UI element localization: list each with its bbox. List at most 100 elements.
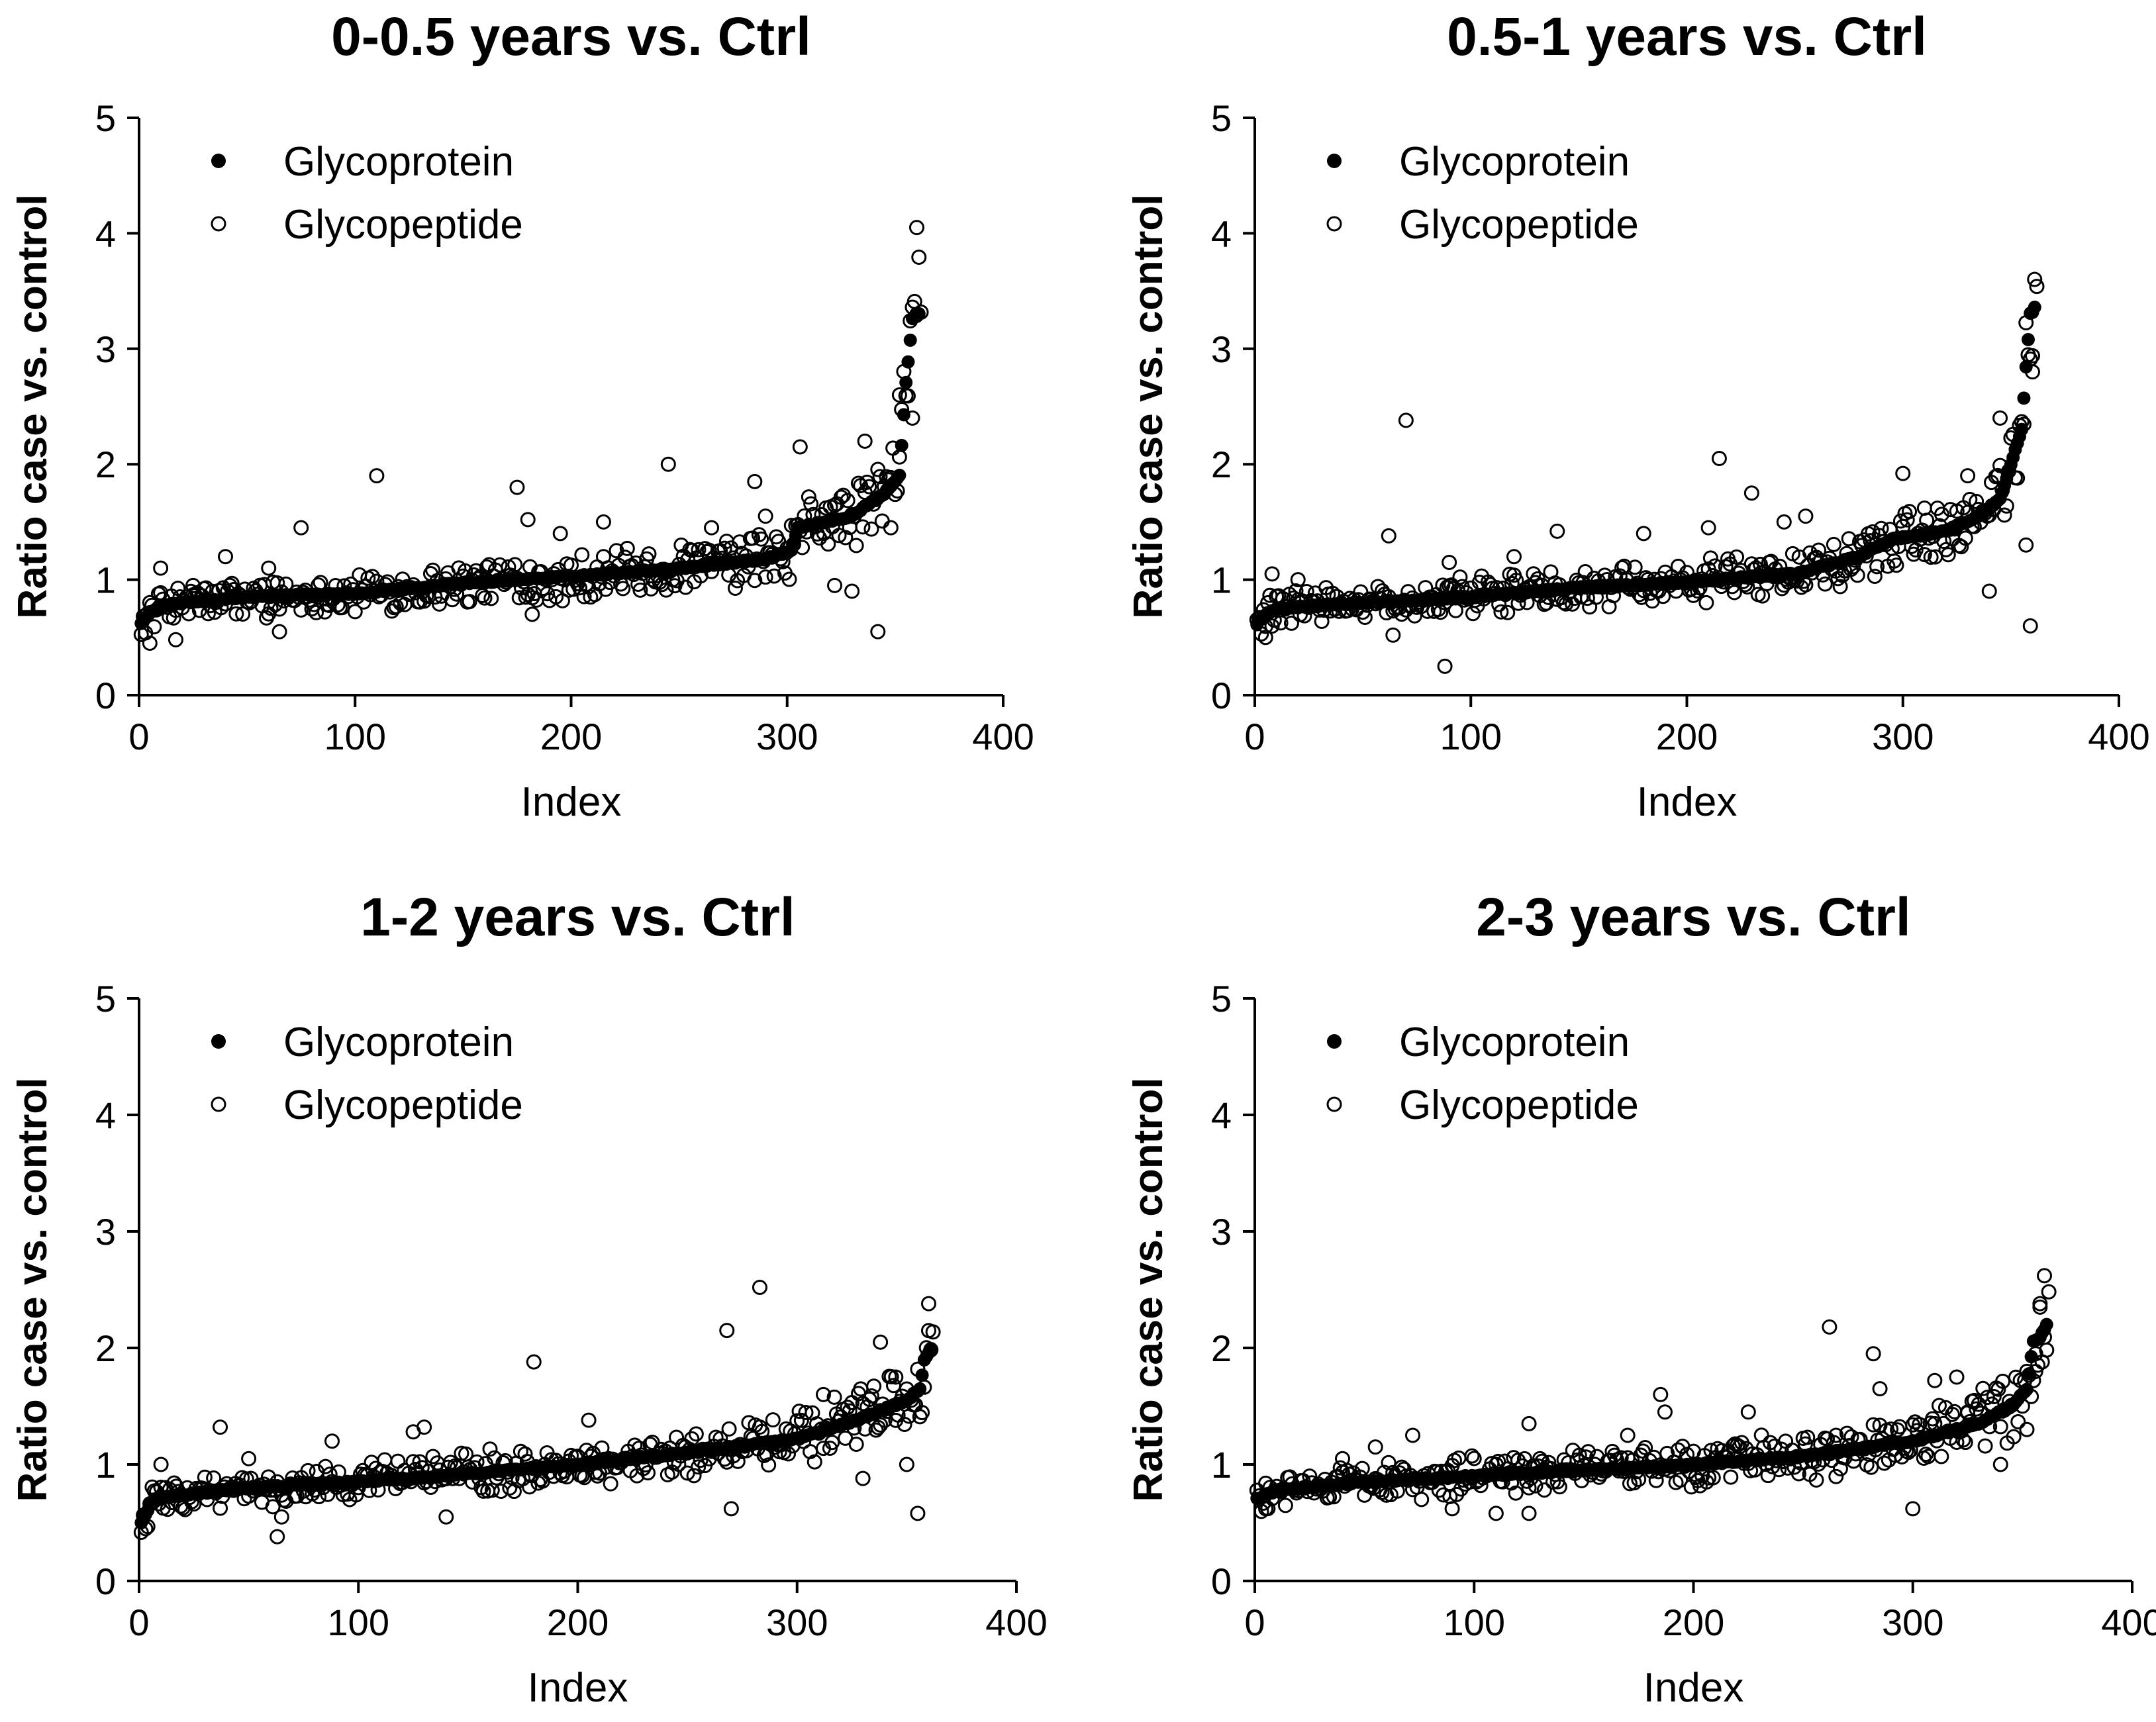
- glycopeptide-point: [213, 1500, 228, 1516]
- glycoprotein-point: [2028, 301, 2041, 314]
- glycopeptide-point: [1763, 553, 1779, 569]
- glycopeptide-point: [390, 1453, 406, 1469]
- y-tick-label: 1: [95, 559, 116, 601]
- glycopeptide-point: [1895, 465, 1911, 481]
- glycopeptide-point: [1863, 1459, 1879, 1475]
- glycopeptide-point: [2006, 1429, 2022, 1445]
- glycopeptide-point: [526, 1354, 542, 1370]
- glycopeptide-point: [1841, 531, 1857, 547]
- glycopeptide-point: [438, 1509, 454, 1525]
- glycopeptide-point: [1981, 583, 1997, 599]
- y-axis-label: Ratio case vs. control: [10, 1078, 56, 1502]
- glycopeptide-point: [701, 542, 717, 558]
- glycopeptide-point: [509, 479, 525, 495]
- glycoprotein-point: [2019, 360, 2033, 374]
- glycopeptide-point: [1464, 1448, 1480, 1464]
- glycoprotein-point: [893, 468, 906, 482]
- glycopeptide-point: [2010, 1414, 2026, 1430]
- glycopeptide-point: [1711, 450, 1727, 466]
- glycopeptide-point: [1934, 1449, 1949, 1464]
- glycopeptide-point: [388, 598, 404, 614]
- glycopeptide-point: [758, 508, 773, 524]
- y-tick-label: 1: [1211, 1444, 1232, 1486]
- x-tick-label: 100: [1444, 1602, 1505, 1643]
- glycopeptide-point: [820, 536, 836, 552]
- glycopeptide-point: [1521, 1506, 1537, 1521]
- chart-title: 1-2 years vs. Ctrl: [360, 887, 795, 947]
- glycopeptide-point: [1934, 506, 1949, 522]
- glycopeptide-point: [493, 1483, 509, 1499]
- glycopeptide-point: [640, 1465, 656, 1481]
- glycopeptide-point: [1381, 528, 1396, 544]
- legend-label-glycopeptide: Glycopeptide: [283, 202, 523, 248]
- glycopeptide-point: [309, 604, 324, 620]
- glycopeptide-point: [1986, 1388, 2002, 1404]
- y-tick-label: 3: [95, 1211, 116, 1253]
- glycopeptide-point: [1776, 514, 1792, 530]
- glycopeptide-point: [761, 1457, 777, 1473]
- legend-marker-glycopeptide: [211, 1096, 226, 1112]
- glycopeptide-point: [1700, 520, 1716, 536]
- glycopeptide-point: [1466, 1451, 1482, 1466]
- glycopeptide-point: [766, 568, 782, 584]
- glycopeptide-point: [517, 1446, 533, 1462]
- x-tick-label: 100: [1440, 716, 1502, 757]
- y-tick-label: 3: [1211, 1211, 1232, 1253]
- glycopeptide-points: [133, 1279, 941, 1545]
- glycopeptide-point: [1962, 491, 1978, 507]
- legend-marker-glycopeptide: [1326, 1096, 1342, 1112]
- glycopeptide-point: [1811, 542, 1827, 558]
- glycopeptide-point: [197, 1469, 213, 1485]
- glycopeptide-point: [1916, 500, 1932, 516]
- glycopeptide-point: [2018, 537, 2034, 553]
- glycopeptide-point: [1290, 572, 1306, 588]
- y-tick-label: 0: [1211, 1560, 1232, 1602]
- glycopeptide-point: [273, 1509, 289, 1525]
- glycopeptide-point: [816, 1386, 831, 1402]
- y-tick-label: 4: [1211, 213, 1232, 254]
- glycopeptide-point: [1673, 1472, 1689, 1488]
- glycopeptide-point: [840, 493, 856, 508]
- glycopeptide-point: [241, 1451, 257, 1466]
- glycopeptide-point: [431, 596, 447, 612]
- y-tick-label: 2: [1211, 444, 1232, 485]
- legend-label-glycopeptide: Glycopeptide: [1399, 202, 1639, 248]
- glycopeptide-point: [861, 1392, 877, 1408]
- glycopeptide-point: [1729, 549, 1745, 565]
- x-tick-label: 0: [128, 1602, 149, 1643]
- glycopeptide-point: [369, 468, 385, 484]
- y-tick-label: 3: [1211, 328, 1232, 370]
- glycopeptide-point: [1872, 1381, 1888, 1397]
- glycopeptide-point: [1414, 1492, 1430, 1507]
- glycopeptide-point: [2041, 1284, 2057, 1300]
- glycopeptide-point: [1865, 1346, 1881, 1362]
- glycopeptide-point: [1992, 410, 2008, 426]
- glycopeptide-point: [874, 513, 890, 529]
- glycopeptide-point: [153, 1457, 169, 1472]
- glycopeptide-point: [1798, 577, 1814, 593]
- glycopeptide-point: [900, 388, 916, 404]
- y-tick-label: 0: [95, 1560, 116, 1602]
- glycopeptide-point: [747, 473, 763, 489]
- glycopeptide-point: [270, 1529, 285, 1545]
- glycopeptide-point: [347, 604, 363, 620]
- x-tick-label: 200: [547, 1602, 609, 1643]
- glycopeptide-point: [1865, 1417, 1881, 1433]
- glycopeptide-point: [688, 1426, 704, 1442]
- glycopeptide-point: [1488, 1506, 1504, 1521]
- x-tick-label: 400: [2088, 716, 2149, 757]
- glycopeptide-point: [1992, 1457, 2008, 1472]
- glycopeptide-point: [1940, 547, 1956, 563]
- glycopeptide-point: [758, 569, 773, 585]
- glycopeptide-point: [265, 1499, 281, 1515]
- glycopeptide-point: [1923, 550, 1939, 565]
- glycopeptide-point: [261, 560, 277, 576]
- glycopeptide-point: [1536, 1482, 1552, 1498]
- chart-panel-1: 0-0.5 years vs. Ctrl 0 1 2 3 4 5 0 100 200 300 400 I…: [10, 7, 1034, 825]
- glycoprotein-point: [899, 375, 913, 389]
- glycopeptide-point: [1977, 1438, 1993, 1454]
- glycopeptide-point: [1465, 606, 1481, 622]
- glycopeptide-point: [1444, 1501, 1460, 1517]
- glycopeptide-point: [1381, 1455, 1396, 1470]
- legend-marker-glycopeptide: [211, 216, 226, 232]
